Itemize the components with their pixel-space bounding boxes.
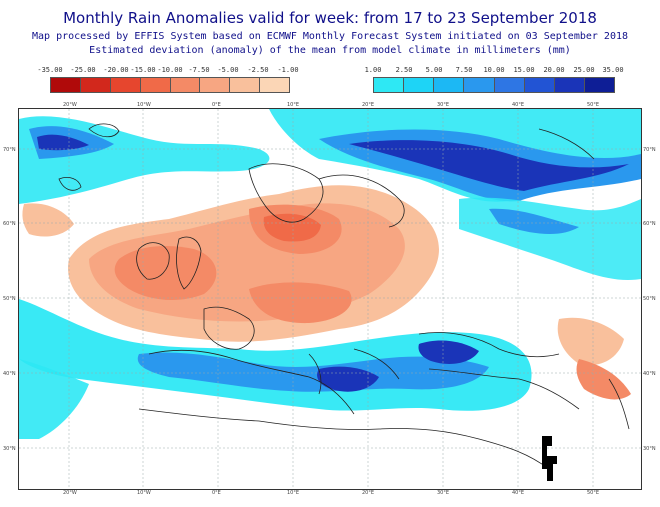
legend-negative-label: -35.00 bbox=[37, 66, 63, 74]
positive-anomaly-area-north-atlantic-core bbox=[37, 134, 89, 151]
legend-negative-colorbar bbox=[50, 77, 290, 93]
lon-label-top: 10°W bbox=[137, 102, 151, 108]
lat-label-left: 70°N bbox=[3, 147, 16, 153]
lon-label-top: 0°E bbox=[212, 102, 221, 108]
legend-negative-label: -2.50 bbox=[247, 66, 269, 74]
lon-label-bottom: 10°E bbox=[287, 490, 300, 496]
legend-positive-label: 25.00 bbox=[573, 66, 595, 74]
legend-negative-labels: -35.00 -25.00 -20.00 -15.00 -10.00 -7.50… bbox=[30, 66, 300, 76]
subtitle-processing: Map processed by EFFIS System based on E… bbox=[31, 31, 629, 42]
legend-negative-label: -1.00 bbox=[277, 66, 299, 74]
legend-positive-label: 20.00 bbox=[543, 66, 565, 74]
legend-negative-label: -25.00 bbox=[70, 66, 96, 74]
legend-positive-label: 1.00 bbox=[364, 66, 382, 74]
masked-area bbox=[542, 436, 557, 481]
legend-negative-swatch bbox=[260, 78, 289, 92]
negative-anomaly-area-middle-east bbox=[576, 359, 631, 400]
lon-label-top: 10°E bbox=[287, 102, 300, 108]
legend-positive-label: 5.00 bbox=[425, 66, 443, 74]
positive-anomaly-area-arctic-core bbox=[349, 140, 629, 191]
legend-negative-label: -7.50 bbox=[188, 66, 210, 74]
legend-negative-swatch bbox=[200, 78, 231, 92]
legend-positive-swatch bbox=[494, 78, 525, 92]
negative-anomaly-area-atlantic-west bbox=[22, 203, 74, 237]
legend-negative-swatch bbox=[51, 78, 81, 92]
lat-label-right: 60°N bbox=[643, 221, 656, 227]
legend-positive-label: 7.50 bbox=[455, 66, 473, 74]
legend-negative-swatch bbox=[230, 78, 261, 92]
legend-negative-label: -5.00 bbox=[217, 66, 239, 74]
negative-anomaly-area-scandinavia-core bbox=[263, 213, 321, 242]
lon-label-top: 20°W bbox=[63, 102, 77, 108]
page-title: Monthly Rain Anomalies valid for week: f… bbox=[63, 9, 597, 27]
lat-label-right: 50°N bbox=[643, 296, 656, 302]
lon-label-bottom: 20°W bbox=[63, 490, 77, 496]
lat-label-left: 60°N bbox=[3, 221, 16, 227]
lon-label-bottom: 50°E bbox=[587, 490, 600, 496]
legend-negative-label: -15.00 bbox=[130, 66, 156, 74]
subtitle-units: Estimated deviation (anomaly) of the mea… bbox=[89, 45, 571, 56]
lon-label-bottom: 10°W bbox=[137, 490, 151, 496]
legend-positive-colorbar bbox=[373, 77, 615, 93]
graticule bbox=[19, 109, 641, 489]
lon-label-bottom: 0°E bbox=[212, 490, 221, 496]
lat-label-left: 30°N bbox=[3, 446, 16, 452]
lat-label-right: 40°N bbox=[643, 371, 656, 377]
legend-positive-swatch bbox=[464, 78, 495, 92]
legend-negative-swatch bbox=[110, 78, 141, 92]
positive-anomaly-area-russia-core bbox=[489, 208, 579, 235]
legend-negative: -35.00 -25.00 -20.00 -15.00 -10.00 -7.50… bbox=[30, 66, 300, 93]
lat-label-right: 30°N bbox=[643, 446, 656, 452]
lon-label-bottom: 40°E bbox=[512, 490, 525, 496]
legend-positive-swatch bbox=[374, 78, 405, 92]
legend-positive-labels: 1.00 2.50 5.00 7.50 10.00 15.00 20.00 25… bbox=[355, 66, 630, 76]
negative-anomaly-area-central-europe bbox=[249, 282, 352, 324]
legend-positive-label: 35.00 bbox=[602, 66, 624, 74]
legend-positive-swatch bbox=[434, 78, 465, 92]
legend-positive-swatch bbox=[554, 78, 585, 92]
anomaly-map bbox=[18, 108, 642, 490]
legend-positive-swatch bbox=[584, 78, 614, 92]
negative-anomaly-area-europe-core bbox=[114, 246, 217, 301]
legend-positive-label: 15.00 bbox=[513, 66, 535, 74]
lat-label-left: 40°N bbox=[3, 371, 16, 377]
legend-positive-swatch bbox=[524, 78, 555, 92]
legend-negative-label: -20.00 bbox=[103, 66, 129, 74]
legend-positive-label: 2.50 bbox=[395, 66, 413, 74]
lon-label-top: 40°E bbox=[512, 102, 525, 108]
legend-negative-label: -10.00 bbox=[157, 66, 183, 74]
coastlines bbox=[58, 123, 630, 470]
anomaly-map-canvas bbox=[19, 109, 641, 489]
lon-label-bottom: 20°E bbox=[362, 490, 375, 496]
lon-label-top: 30°E bbox=[437, 102, 450, 108]
legend-negative-swatch bbox=[170, 78, 201, 92]
lat-label-right: 70°N bbox=[643, 147, 656, 153]
negative-anomaly-area-middle-east bbox=[557, 317, 624, 366]
lon-label-top: 50°E bbox=[587, 102, 600, 108]
legend-negative-swatch bbox=[80, 78, 111, 92]
lon-label-bottom: 30°E bbox=[437, 490, 450, 496]
positive-anomaly-area-atlantic-south bbox=[19, 359, 89, 439]
positive-anomaly-area-balkans-core bbox=[418, 340, 479, 364]
legend-positive-swatch bbox=[404, 78, 435, 92]
legend-positive: 1.00 2.50 5.00 7.50 10.00 15.00 20.00 25… bbox=[355, 66, 630, 93]
legend-negative-swatch bbox=[140, 78, 171, 92]
legend-positive-label: 10.00 bbox=[483, 66, 505, 74]
lon-label-top: 20°E bbox=[362, 102, 375, 108]
positive-anomaly-area-mediterranean-core bbox=[137, 352, 489, 392]
lat-label-left: 50°N bbox=[3, 296, 16, 302]
